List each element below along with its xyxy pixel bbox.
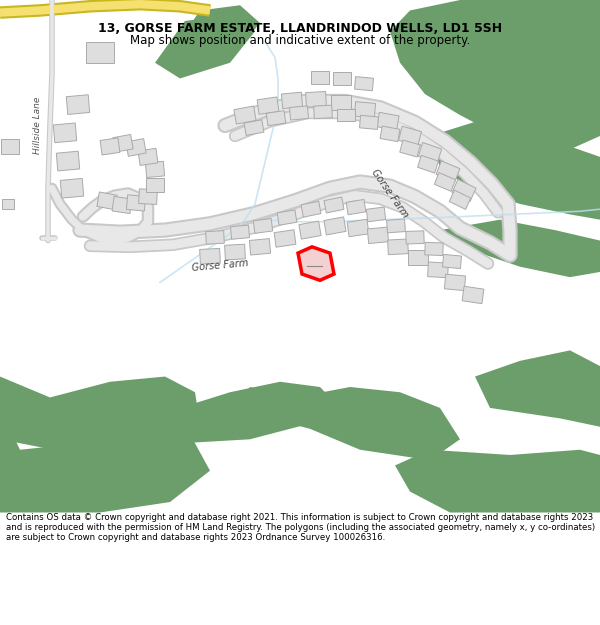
Polygon shape bbox=[86, 42, 114, 62]
Polygon shape bbox=[0, 356, 200, 455]
Polygon shape bbox=[126, 139, 146, 156]
Polygon shape bbox=[200, 248, 220, 264]
Polygon shape bbox=[0, 408, 210, 512]
Polygon shape bbox=[337, 109, 355, 121]
Polygon shape bbox=[224, 244, 245, 260]
Polygon shape bbox=[428, 262, 448, 278]
Polygon shape bbox=[230, 387, 460, 460]
Text: 13, GORSE FARM ESTATE, LLANDRINDOD WELLS, LD1 5SH: 13, GORSE FARM ESTATE, LLANDRINDOD WELLS… bbox=[98, 22, 502, 35]
Polygon shape bbox=[425, 242, 443, 256]
Polygon shape bbox=[380, 126, 400, 142]
Polygon shape bbox=[281, 92, 302, 109]
Polygon shape bbox=[230, 225, 250, 239]
Polygon shape bbox=[400, 140, 420, 157]
Polygon shape bbox=[298, 247, 334, 280]
Polygon shape bbox=[299, 221, 321, 239]
Polygon shape bbox=[443, 254, 461, 269]
Polygon shape bbox=[390, 0, 600, 152]
Polygon shape bbox=[452, 179, 476, 201]
Polygon shape bbox=[266, 111, 286, 126]
Polygon shape bbox=[359, 115, 379, 129]
Polygon shape bbox=[398, 126, 421, 146]
Polygon shape bbox=[449, 190, 470, 209]
Polygon shape bbox=[145, 382, 340, 444]
Polygon shape bbox=[520, 0, 600, 34]
Polygon shape bbox=[333, 72, 351, 85]
Polygon shape bbox=[175, 5, 260, 62]
Polygon shape bbox=[100, 138, 120, 155]
Polygon shape bbox=[346, 199, 366, 215]
Polygon shape bbox=[301, 201, 321, 217]
Polygon shape bbox=[331, 95, 351, 110]
Polygon shape bbox=[418, 142, 442, 163]
Polygon shape bbox=[67, 95, 89, 114]
Polygon shape bbox=[97, 192, 117, 209]
Polygon shape bbox=[418, 156, 439, 173]
Polygon shape bbox=[244, 120, 264, 136]
Polygon shape bbox=[408, 250, 428, 264]
Text: Gorse Farm: Gorse Farm bbox=[191, 258, 249, 273]
Polygon shape bbox=[355, 102, 376, 118]
Polygon shape bbox=[377, 112, 399, 131]
Text: Map shows position and indicative extent of the property.: Map shows position and indicative extent… bbox=[130, 34, 470, 48]
Polygon shape bbox=[430, 120, 600, 219]
Polygon shape bbox=[53, 123, 77, 142]
Polygon shape bbox=[155, 16, 255, 79]
Polygon shape bbox=[406, 231, 424, 244]
Polygon shape bbox=[436, 161, 460, 182]
Polygon shape bbox=[250, 239, 271, 255]
Polygon shape bbox=[367, 227, 389, 244]
Polygon shape bbox=[145, 161, 164, 177]
Polygon shape bbox=[206, 231, 224, 244]
Polygon shape bbox=[355, 77, 373, 91]
Polygon shape bbox=[395, 450, 600, 512]
Polygon shape bbox=[61, 178, 83, 198]
Polygon shape bbox=[139, 189, 157, 204]
Polygon shape bbox=[2, 199, 14, 209]
Polygon shape bbox=[138, 148, 158, 166]
Polygon shape bbox=[386, 219, 406, 233]
Polygon shape bbox=[324, 217, 346, 235]
Polygon shape bbox=[475, 351, 600, 429]
Polygon shape bbox=[347, 219, 369, 237]
Text: Gorse Farm: Gorse Farm bbox=[370, 168, 410, 219]
Polygon shape bbox=[113, 134, 133, 152]
Polygon shape bbox=[274, 230, 296, 247]
Polygon shape bbox=[440, 219, 600, 277]
Polygon shape bbox=[253, 219, 272, 233]
Polygon shape bbox=[127, 195, 146, 211]
Polygon shape bbox=[311, 71, 329, 84]
Polygon shape bbox=[1, 139, 19, 154]
Polygon shape bbox=[388, 239, 409, 255]
Polygon shape bbox=[146, 177, 164, 192]
Text: Hillside Lane: Hillside Lane bbox=[34, 97, 43, 154]
Polygon shape bbox=[112, 196, 132, 214]
Polygon shape bbox=[367, 207, 386, 222]
Polygon shape bbox=[434, 173, 455, 191]
Polygon shape bbox=[257, 97, 279, 114]
Polygon shape bbox=[305, 91, 326, 108]
Polygon shape bbox=[462, 286, 484, 304]
Polygon shape bbox=[56, 151, 80, 171]
Polygon shape bbox=[290, 106, 308, 120]
Polygon shape bbox=[445, 274, 466, 291]
Polygon shape bbox=[314, 105, 332, 119]
Polygon shape bbox=[324, 197, 344, 213]
Text: Contains OS data © Crown copyright and database right 2021. This information is : Contains OS data © Crown copyright and d… bbox=[6, 512, 595, 542]
Polygon shape bbox=[277, 210, 297, 225]
Polygon shape bbox=[234, 106, 256, 124]
